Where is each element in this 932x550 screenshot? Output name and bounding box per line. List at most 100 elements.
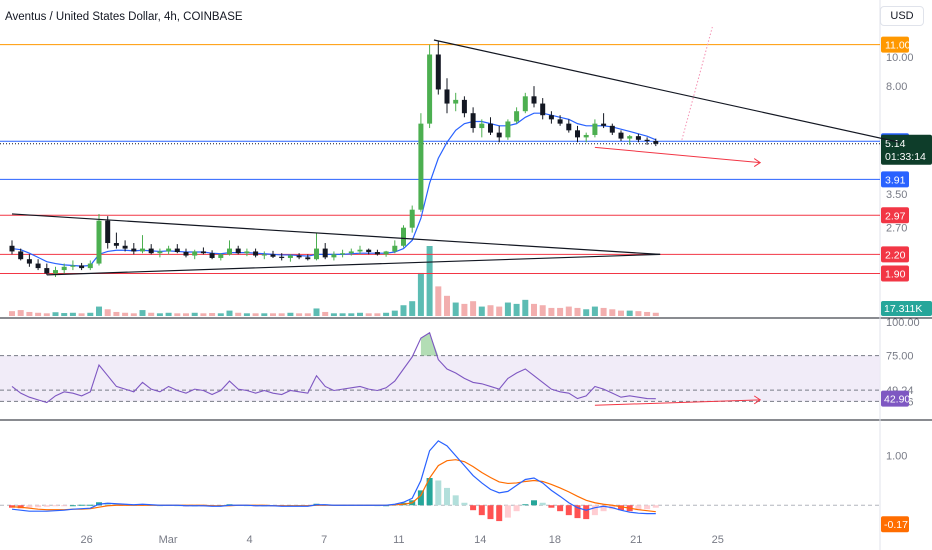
price-pane[interactable]: 11.005.243.912.972.201.9010.008.003.502.… [0, 26, 932, 316]
time-axis-tick: 11 [393, 534, 404, 546]
macd-histogram-bar [426, 478, 433, 506]
macd-histogram-bar [43, 505, 50, 507]
macd-histogram-bar [504, 505, 511, 518]
time-axis-tick: 14 [474, 534, 486, 546]
macd-histogram-bar [522, 504, 529, 506]
candle-body [287, 255, 293, 258]
candle-body [409, 209, 415, 228]
volume-bar [43, 313, 50, 316]
volume-bar [478, 306, 485, 316]
price-tag-box [881, 36, 909, 53]
volume-bar [17, 310, 24, 316]
volume-bar [644, 311, 651, 316]
volume-bar [200, 313, 207, 316]
candle-body [296, 255, 302, 258]
currency-button[interactable]: USD [880, 6, 924, 26]
candle-body [244, 251, 250, 254]
volume-bar [357, 312, 363, 316]
price-tag-label: 11.00 [885, 40, 911, 52]
candle-body [53, 270, 58, 274]
volume-bar [209, 313, 216, 316]
volume-bar [383, 312, 390, 316]
candle-body [444, 89, 450, 104]
macd-value-label: -0.17 [884, 519, 908, 531]
volume-bar [130, 313, 137, 316]
macd-histogram-bar [113, 503, 120, 506]
candle-body [174, 248, 180, 253]
volume-bar [417, 272, 424, 316]
volume-bar [557, 307, 564, 316]
candle-body [635, 136, 641, 140]
chart-title: Aventus / United States Dollar, 4h, COIN… [5, 11, 243, 23]
price-axis-tick: 10.00 [886, 52, 914, 64]
trendline [433, 39, 900, 143]
volume-bar [217, 313, 224, 316]
price-tag-box [881, 265, 909, 282]
volume-bar [252, 313, 259, 316]
candle-body [435, 54, 441, 90]
candle-body [122, 245, 128, 249]
candle-body [9, 245, 15, 252]
candle-body [148, 248, 154, 254]
macd-histogram-bar [652, 505, 659, 508]
volume-bar [409, 301, 416, 316]
volume-bar [191, 312, 198, 316]
candle-body [461, 99, 467, 114]
volume-bar [113, 311, 120, 316]
time-axis-tick: 21 [630, 534, 642, 546]
volume-bar [635, 311, 642, 316]
candle-body [514, 111, 520, 122]
candle-body [357, 249, 363, 252]
candle-body [322, 248, 328, 258]
candle-body [366, 249, 372, 253]
macd-histogram-bar [583, 505, 590, 520]
candle-body [18, 251, 24, 260]
price-arrow-head [753, 158, 762, 167]
volume-bar [69, 312, 76, 316]
candle-body [166, 248, 172, 252]
volume-bar [626, 310, 633, 316]
candle-body [235, 248, 241, 254]
macd-histogram-bar [87, 504, 94, 506]
volume-bar [600, 307, 607, 316]
volume-bar [374, 313, 381, 316]
volume-bar [522, 299, 529, 316]
candle-body [261, 254, 267, 256]
macd-histogram-bar [461, 502, 468, 506]
candle-body [200, 251, 206, 254]
macd-histogram-bar [539, 502, 546, 506]
candle-body [392, 245, 398, 252]
candle-body [557, 119, 563, 124]
macd-histogram-bar [635, 505, 642, 511]
time-axis-tick: 25 [712, 534, 724, 546]
macd-axis-tick: 1.00 [886, 451, 907, 463]
macd-histogram-bar [591, 505, 598, 516]
macd-line [11, 440, 656, 515]
macd-value-label: -0.02 [884, 501, 908, 513]
macd-pane[interactable]: 1.00 -0.02 -0.17 [0, 440, 909, 533]
volume-bar [165, 312, 172, 316]
price-axis-tick: 8.00 [886, 81, 907, 93]
macd-histogram-bar [61, 505, 68, 507]
candle-body [540, 103, 546, 116]
macd-histogram-bar [35, 505, 42, 508]
macd-histogram-bar [548, 505, 555, 508]
candle-body [192, 251, 198, 256]
rsi-line [11, 331, 656, 404]
last-price-box [881, 134, 932, 165]
candle-body [105, 220, 111, 244]
candle-body [609, 125, 615, 133]
trendline [11, 213, 661, 255]
rsi-value-box [881, 390, 909, 407]
candle-body [566, 123, 572, 131]
volume-bar [348, 313, 355, 316]
volume-bar [487, 305, 494, 316]
volume-bar [156, 313, 163, 316]
macd-histogram-bar [531, 500, 537, 506]
time-axis[interactable]: 26 Mar 4 7 11 14 18 21 25 [81, 534, 724, 546]
volume-bar [548, 307, 555, 316]
volume-bar [461, 303, 468, 316]
